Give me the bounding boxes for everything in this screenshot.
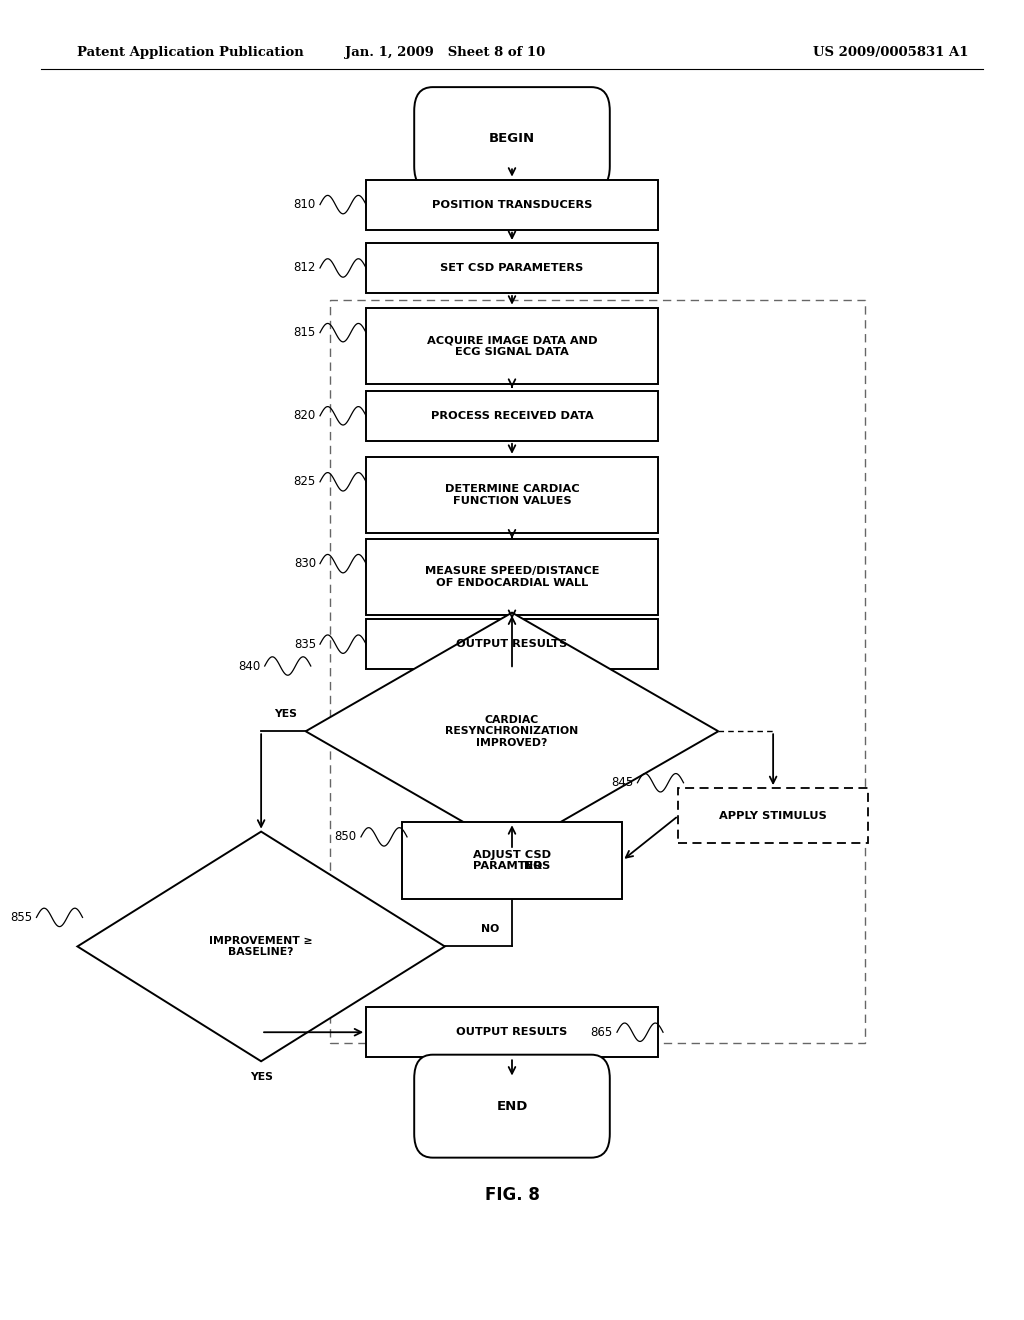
Bar: [367, 619, 658, 669]
Text: 850: 850: [335, 830, 357, 843]
Text: IMPROVEMENT ≥
BASELINE?: IMPROVEMENT ≥ BASELINE?: [209, 936, 313, 957]
Text: CARDIAC
RESYNCHRONIZATION
IMPROVED?: CARDIAC RESYNCHRONIZATION IMPROVED?: [445, 714, 579, 748]
Text: 810: 810: [294, 198, 316, 211]
Text: Patent Application Publication: Patent Application Publication: [77, 46, 303, 59]
Text: 815: 815: [294, 326, 316, 339]
FancyBboxPatch shape: [414, 87, 609, 190]
Text: 830: 830: [294, 557, 316, 570]
Bar: [401, 822, 623, 899]
Text: 845: 845: [611, 776, 633, 789]
Text: OUTPUT RESULTS: OUTPUT RESULTS: [457, 639, 567, 649]
Text: ACQUIRE IMAGE DATA AND
ECG SIGNAL DATA: ACQUIRE IMAGE DATA AND ECG SIGNAL DATA: [427, 335, 597, 356]
Text: BEGIN: BEGIN: [488, 132, 536, 145]
FancyBboxPatch shape: [414, 1055, 609, 1158]
Text: 820: 820: [294, 409, 316, 422]
Bar: [367, 539, 658, 615]
Text: NO: NO: [481, 924, 500, 935]
Bar: [367, 243, 658, 293]
Text: APPLY STIMULUS: APPLY STIMULUS: [719, 810, 827, 821]
Text: DETERMINE CARDIAC
FUNCTION VALUES: DETERMINE CARDIAC FUNCTION VALUES: [444, 484, 580, 506]
Bar: [678, 788, 867, 843]
Polygon shape: [305, 612, 719, 850]
Text: US 2009/0005831 A1: US 2009/0005831 A1: [813, 46, 969, 59]
Text: ADJUST CSD
PARAMTERS: ADJUST CSD PARAMTERS: [473, 850, 551, 871]
Text: FIG. 8: FIG. 8: [484, 1185, 540, 1204]
Text: PROCESS RECEIVED DATA: PROCESS RECEIVED DATA: [431, 411, 593, 421]
Text: POSITION TRANSDUCERS: POSITION TRANSDUCERS: [432, 199, 592, 210]
Text: 855: 855: [10, 911, 33, 924]
Text: OUTPUT RESULTS: OUTPUT RESULTS: [457, 1027, 567, 1038]
Bar: [367, 1007, 658, 1057]
Text: YES: YES: [274, 709, 297, 719]
Bar: [367, 391, 658, 441]
Text: MEASURE SPEED/DISTANCE
OF ENDOCARDIAL WALL: MEASURE SPEED/DISTANCE OF ENDOCARDIAL WA…: [425, 566, 599, 587]
Text: END: END: [497, 1100, 527, 1113]
Text: 865: 865: [591, 1026, 612, 1039]
Bar: [367, 457, 658, 533]
Bar: [330, 300, 865, 1043]
Text: YES: YES: [250, 1072, 272, 1082]
Bar: [367, 308, 658, 384]
Text: 840: 840: [239, 660, 260, 672]
Bar: [367, 180, 658, 230]
Text: 825: 825: [294, 475, 316, 488]
Text: Jan. 1, 2009   Sheet 8 of 10: Jan. 1, 2009 Sheet 8 of 10: [345, 46, 546, 59]
Text: SET CSD PARAMETERS: SET CSD PARAMETERS: [440, 263, 584, 273]
Text: 835: 835: [294, 638, 316, 651]
Text: NO: NO: [524, 861, 543, 871]
Text: 812: 812: [294, 261, 316, 275]
Polygon shape: [78, 832, 444, 1061]
